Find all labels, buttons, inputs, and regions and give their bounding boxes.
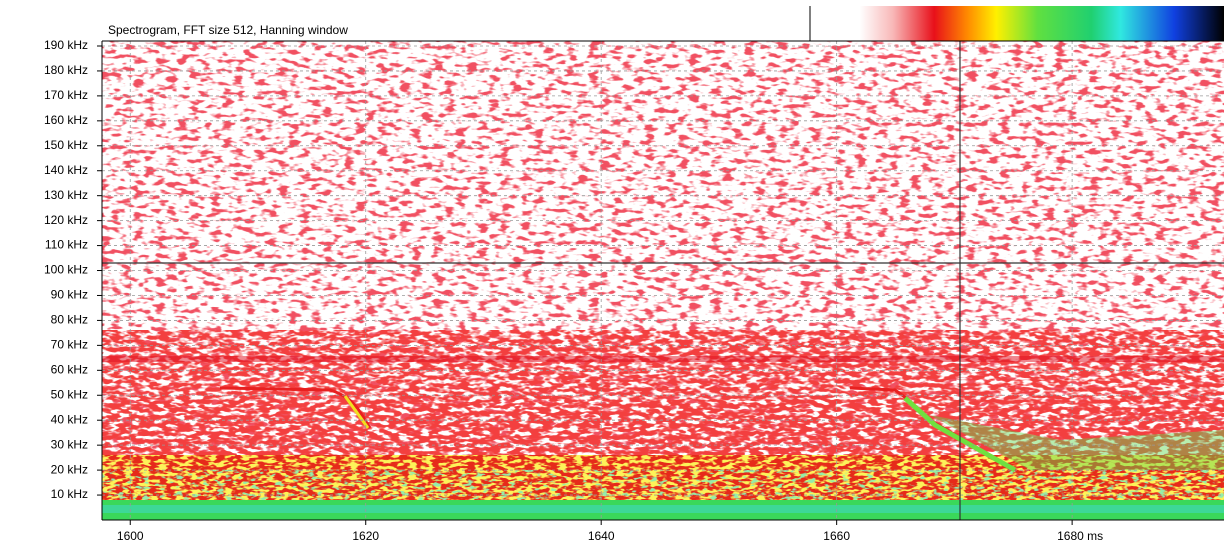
y-tick-label: 150 kHz bbox=[44, 138, 88, 152]
x-tick-label: 1640 bbox=[588, 529, 615, 543]
y-tick-label: 10 kHz bbox=[51, 487, 88, 501]
y-tick-label: 40 kHz bbox=[51, 412, 88, 426]
grid bbox=[102, 41, 1224, 520]
band-floor-cyan bbox=[102, 505, 1224, 513]
x-tick-label: 1620 bbox=[352, 529, 379, 543]
y-tick-label: 60 kHz bbox=[51, 362, 88, 376]
y-tick-label: 120 kHz bbox=[44, 213, 88, 227]
color-scale bbox=[810, 6, 1224, 41]
y-tick-label: 50 kHz bbox=[51, 387, 88, 401]
y-tick-label: 140 kHz bbox=[44, 163, 88, 177]
noise-mid2 bbox=[102, 400, 1224, 460]
y-tick-label: 160 kHz bbox=[44, 113, 88, 127]
plot-area bbox=[102, 41, 1224, 520]
call-2-peak bbox=[903, 396, 1017, 473]
x-tick-label: 1680 ms bbox=[1057, 529, 1103, 543]
call-2-echo bbox=[930, 415, 1224, 470]
y-tick-label: 20 kHz bbox=[51, 462, 88, 476]
y-tick-label: 180 kHz bbox=[44, 63, 88, 77]
band-60k bbox=[102, 356, 1224, 362]
noise-green bbox=[102, 470, 1224, 500]
y-tick-label: 190 kHz bbox=[44, 38, 88, 52]
chart-title: Spectrogram, FFT size 512, Hanning windo… bbox=[108, 23, 348, 37]
y-tick-label: 90 kHz bbox=[51, 288, 88, 302]
y-tick-label: 80 kHz bbox=[51, 313, 88, 327]
x-tick-label: 1660 bbox=[823, 529, 850, 543]
x-tick-label: 1600 bbox=[117, 529, 144, 543]
y-tick-label: 110 kHz bbox=[45, 238, 88, 252]
spectrogram-texture bbox=[102, 41, 1224, 520]
y-tick-label: 170 kHz bbox=[44, 88, 88, 102]
y-tick-label: 30 kHz bbox=[51, 437, 88, 451]
y-tick-label: 100 kHz bbox=[44, 263, 88, 277]
call-1-peak bbox=[343, 395, 370, 429]
y-tick-label: 130 kHz bbox=[44, 188, 88, 202]
y-tick-label: 70 kHz bbox=[51, 338, 88, 352]
